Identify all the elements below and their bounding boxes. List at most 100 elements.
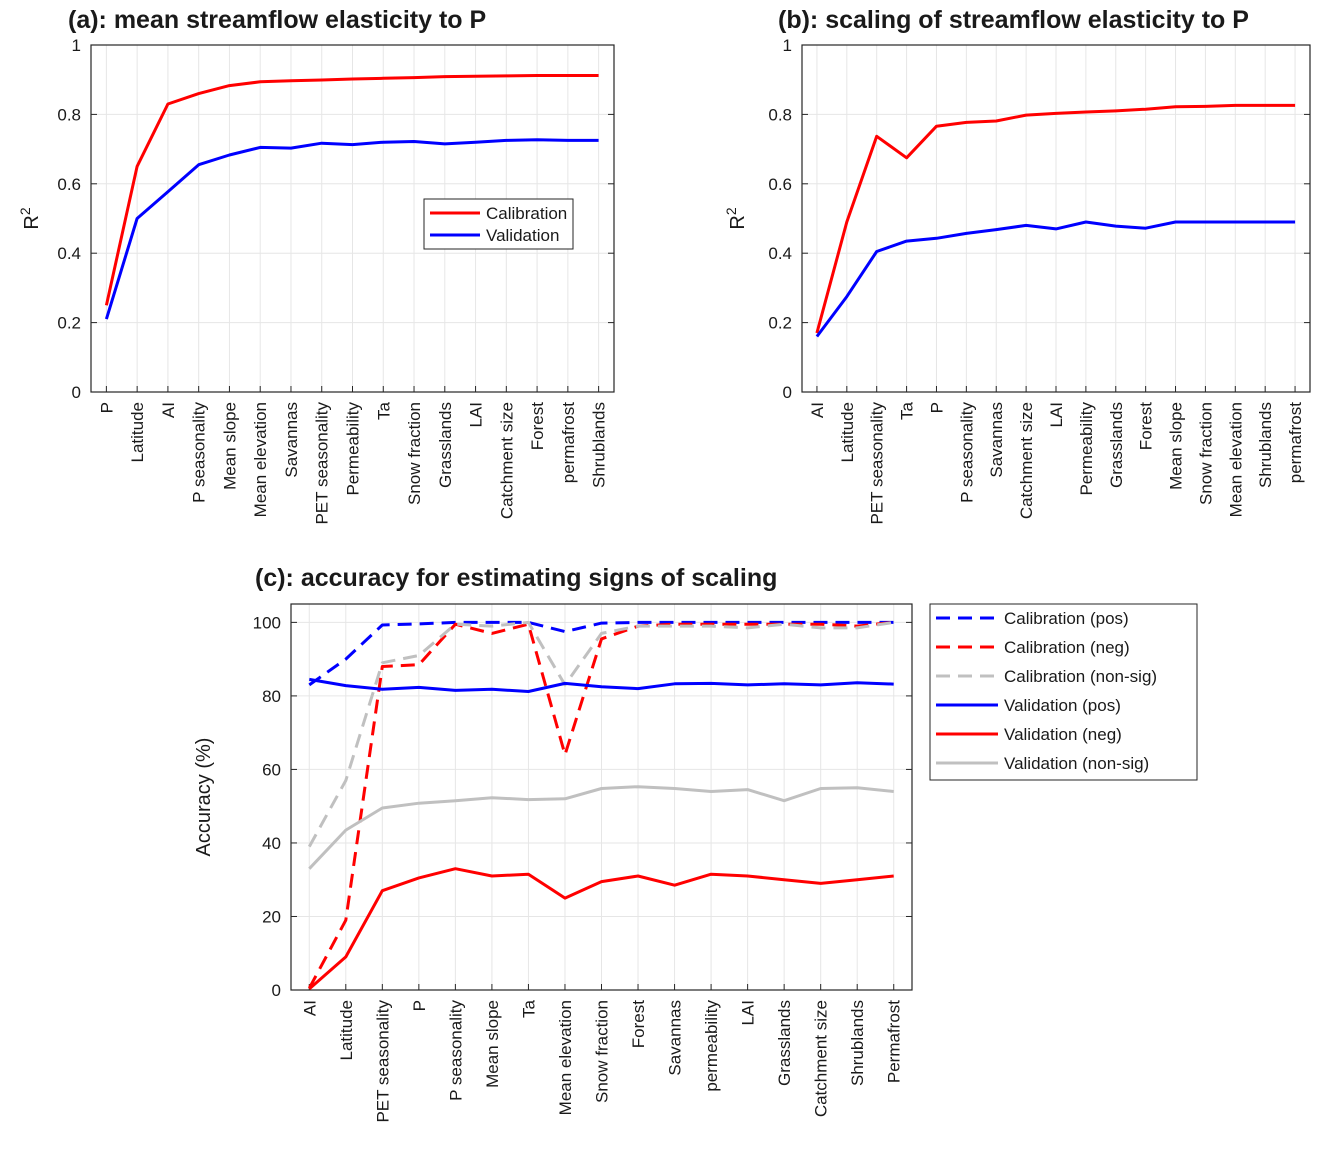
y-tick-label: 80 (262, 687, 281, 706)
y-axis-label: R2 (723, 207, 749, 229)
x-tick-label: P seasonality (446, 1000, 465, 1101)
y-tick-label: 0.6 (768, 175, 792, 194)
series-line-validation-non-sig (308, 785, 894, 870)
x-tick-label: LAI (1047, 402, 1066, 428)
legend: Calibration (pos) Calibration (neg) Calibr… (929, 603, 1198, 781)
x-tick-label: Shrublands (590, 402, 609, 488)
y-tick-label: 0.2 (768, 314, 792, 333)
x-tick-label: Ta (898, 401, 917, 420)
x-tick-label: Snow fraction (1196, 402, 1215, 505)
series-line-calibration-pos (308, 620, 894, 687)
legend-label: Validation (pos) (1004, 696, 1121, 715)
y-axis-label-base: R (21, 215, 43, 229)
x-tick-label: Forest (629, 1000, 648, 1048)
legend-box (423, 198, 574, 250)
x-tick-label: AI (159, 402, 178, 418)
x-tick-label: permeability (702, 1000, 721, 1092)
legend-label: Validation (neg) (1004, 725, 1122, 744)
x-tick-label: permafrost (559, 402, 578, 484)
legend-label: Validation (non-sig) (1004, 754, 1149, 773)
y-tick-label: 1 (72, 36, 81, 55)
x-tick-label: Grasslands (775, 1000, 794, 1086)
x-tick-label: Grasslands (1107, 402, 1126, 488)
legend-label: Calibration (pos) (1004, 609, 1129, 628)
y-tick-label: 0 (72, 383, 81, 402)
x-tick-label: Snow fraction (593, 1000, 612, 1103)
x-tick-label: LAI (739, 1000, 758, 1026)
x-tick-label: Latitude (337, 1000, 356, 1061)
y-tick-label: 0.4 (768, 244, 792, 263)
x-tick-label: Snow fraction (405, 402, 424, 505)
x-tick-label: P (410, 1000, 429, 1011)
y-tick-label: 20 (262, 907, 281, 926)
y-tick-label: 0 (272, 981, 281, 1000)
series-line-calibration-non-sig (307, 620, 894, 848)
x-tick-label: Grasslands (436, 402, 455, 488)
chart-panel-1: (a): mean streamflow elasticity to P 0 0.2… (17, 6, 615, 525)
series-line-validation-neg (308, 867, 894, 991)
x-tick-label: Savannas (666, 1000, 685, 1076)
x-tick-label: P seasonality (190, 402, 209, 503)
y-tick-label: 100 (253, 613, 281, 632)
series-line-calibration (815, 103, 1296, 334)
x-tick-label: Shrublands (1256, 402, 1275, 488)
y-tick-label: 0.2 (57, 314, 81, 333)
y-axis-label-base: R (727, 215, 749, 229)
x-tick-label: AI (808, 402, 827, 418)
x-tick-label: Forest (1137, 402, 1156, 450)
x-tick-label: Catchment size (812, 1000, 831, 1117)
legend-box (929, 603, 1198, 781)
y-axis-label-superscript: 2 (723, 207, 739, 215)
x-tick-label: Catchment size (497, 402, 516, 519)
x-tick-label: Mean slope (220, 402, 239, 490)
y-axis-label-superscript: 2 (17, 207, 33, 215)
x-tick-label: Shrublands (848, 1000, 867, 1086)
x-tick-label: P seasonality (957, 402, 976, 503)
x-tick-label: LAI (467, 402, 486, 428)
chart-title: (a): mean streamflow elasticity to P (68, 6, 486, 34)
chart-title: (c): accuracy for estimating signs of sc… (255, 564, 777, 592)
y-tick-label: 1 (783, 36, 792, 55)
x-tick-label: PET seasonality (373, 1000, 392, 1123)
y-tick-label: 40 (262, 834, 281, 853)
y-tick-label: 0.8 (57, 105, 81, 124)
x-tick-label: Mean elevation (556, 1000, 575, 1115)
x-tick-label: P (97, 402, 116, 413)
y-axis-label: Accuracy (%) (193, 738, 215, 857)
x-tick-label: Permeability (1077, 402, 1096, 496)
x-tick-label: Latitude (838, 402, 857, 463)
x-tick-label: PET seasonality (313, 402, 332, 525)
x-tick-label: Savannas (282, 402, 301, 478)
legend-label: Calibration (neg) (1004, 638, 1130, 657)
x-tick-label: Permeability (344, 402, 363, 496)
series-line-validation (815, 220, 1296, 338)
x-tick-label: Latitude (128, 402, 147, 463)
x-tick-label: permafrost (1286, 402, 1305, 484)
x-tick-label: Mean elevation (251, 402, 270, 517)
series-line-validation (104, 138, 599, 320)
x-tick-label: PET seasonality (868, 402, 887, 525)
x-tick-label: Savannas (987, 402, 1006, 478)
y-tick-label: 0.8 (768, 105, 792, 124)
y-axis-label: R2 (17, 207, 43, 229)
x-tick-label: AI (300, 1000, 319, 1016)
legend-label: Calibration (486, 204, 567, 223)
x-tick-label: P (927, 402, 946, 413)
series-line-validation-pos (309, 677, 894, 693)
chart-panel-2: (b): scaling of streamflow elasticity to… (723, 6, 1311, 525)
legend-label: Calibration (non-sig) (1004, 667, 1157, 686)
legend: Calibration Validation (423, 198, 574, 250)
chart-panel-3: (c): accuracy for estimating signs of sc… (193, 564, 1198, 1123)
x-tick-label: Forest (528, 402, 547, 450)
x-tick-label: Mean slope (483, 1000, 502, 1088)
legend-label: Validation (486, 226, 559, 245)
x-tick-label: Permafrost (885, 1000, 904, 1083)
x-tick-label: Ta (374, 401, 393, 420)
y-tick-label: 0.6 (57, 175, 81, 194)
chart-title: (b): scaling of streamflow elasticity to… (778, 6, 1249, 34)
x-tick-label: Mean elevation (1226, 402, 1245, 517)
y-tick-label: 0 (783, 383, 792, 402)
x-tick-label: Ta (519, 999, 538, 1018)
x-tick-label: Catchment size (1017, 402, 1036, 519)
